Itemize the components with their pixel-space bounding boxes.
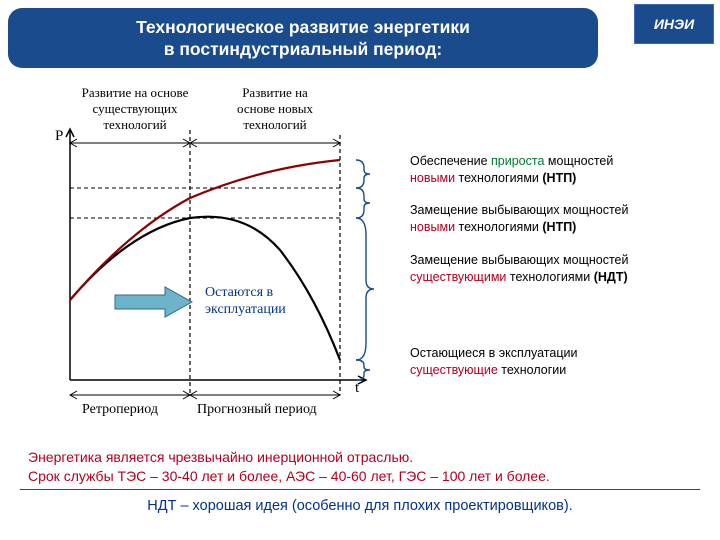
title-line-1: Технологическое развитие энергетики: [136, 17, 470, 37]
annotation-3: Замещение выбывающих мощностей существую…: [410, 252, 700, 286]
stay-arrow-icon: [115, 287, 192, 317]
annotation-2: Замещение выбывающих мощностей новыми те…: [410, 202, 700, 236]
divider-line: [20, 489, 700, 490]
footnote-inertia: Энергетика является чрезвычайно инерцион…: [28, 448, 550, 486]
retro-period-label: Ретропериод: [82, 402, 158, 418]
inei-logo: ИНЭИ: [634, 4, 714, 44]
stay-label: Остаются в эксплуатации: [205, 285, 286, 319]
ndt-remark: НДТ – хорошая идея (особенно для плохих …: [0, 498, 720, 514]
phase-label-1: Развитие на основе существующих технолог…: [75, 85, 195, 133]
annotation-4: Остающиеся в эксплуатации существующие т…: [410, 345, 700, 379]
title-line-2: в постиндустриальный период:: [164, 39, 443, 59]
chart-area: Развитие на основе существующих технолог…: [20, 80, 700, 440]
annotation-1: Обеспечение прироста мощностей новыми те…: [410, 153, 700, 187]
phase-label-2: Развитие на основе новых технологий: [215, 85, 335, 133]
axis-label-p: P: [55, 128, 63, 145]
axis-label-t: t: [355, 380, 359, 397]
forecast-period-label: Прогнозный период: [197, 402, 317, 418]
slide-title-banner: Технологическое развитие энергетики в по…: [8, 8, 598, 68]
